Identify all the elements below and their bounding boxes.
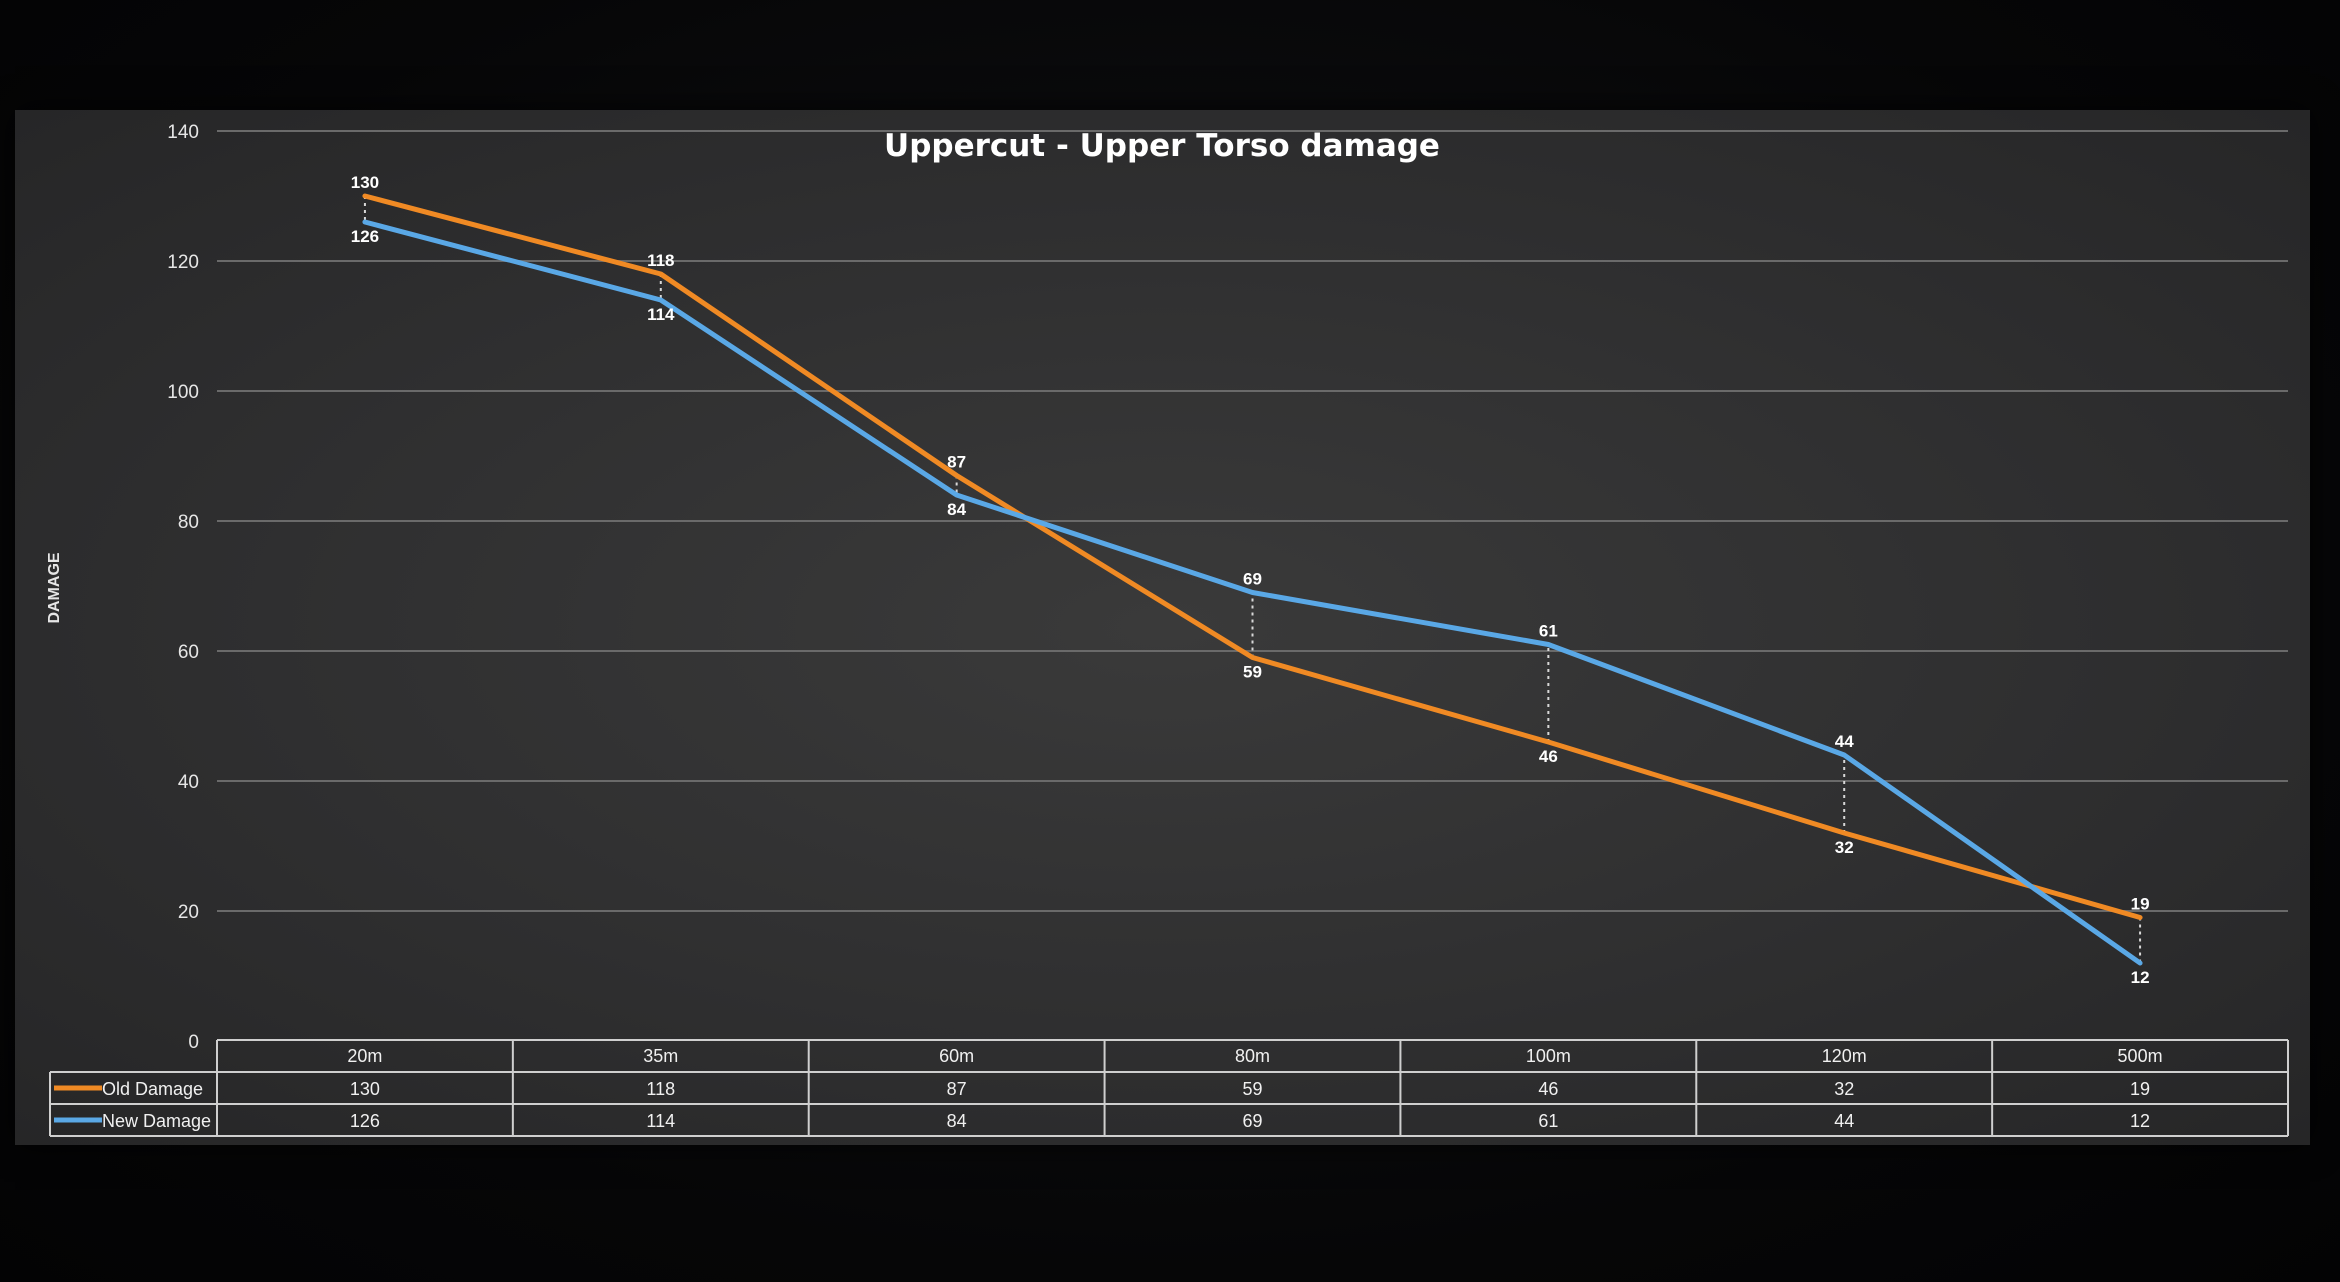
data-label: 19 bbox=[2131, 895, 2150, 914]
data-label: 69 bbox=[1243, 570, 1262, 589]
data-label: 84 bbox=[947, 500, 966, 519]
chart-panel bbox=[15, 110, 2310, 1145]
data-table: 20m 35m 60m 80m 100m 120m 500m Old Damage 130 118… bbox=[49, 1039, 2289, 1137]
x-category-label: 80m bbox=[1235, 1046, 1270, 1066]
series-lines bbox=[362, 193, 2143, 966]
data-label: 44 bbox=[1835, 732, 1854, 751]
data-label: 61 bbox=[1539, 622, 1558, 641]
drop-lines bbox=[363, 196, 2142, 963]
table-cell: 126 bbox=[350, 1111, 380, 1131]
table-cell: 19 bbox=[2130, 1079, 2150, 1099]
y-tick-label: 120 bbox=[167, 252, 199, 273]
grid-lines bbox=[217, 130, 2288, 912]
x-category-label: 35m bbox=[643, 1046, 678, 1066]
table-cell: 84 bbox=[947, 1111, 967, 1131]
data-labels: 130 118 87 59 46 32 19 126 114 84 69 61 44 12 bbox=[351, 173, 2150, 987]
data-label: 126 bbox=[351, 227, 379, 246]
data-label: 87 bbox=[947, 453, 966, 472]
table-cell: 61 bbox=[1538, 1111, 1558, 1131]
chart-title: Uppercut - Upper Torso damage bbox=[884, 128, 1440, 164]
table-cell: 130 bbox=[350, 1079, 380, 1099]
y-axis-ticks: 0 20 40 60 80 100 120 140 bbox=[167, 122, 199, 1053]
x-category-label: 100m bbox=[1526, 1046, 1571, 1066]
y-tick-label: 80 bbox=[178, 512, 199, 533]
y-tick-label: 40 bbox=[178, 772, 199, 793]
data-label: 46 bbox=[1539, 747, 1558, 766]
table-cell: 87 bbox=[947, 1079, 967, 1099]
data-label: 59 bbox=[1243, 663, 1262, 682]
table-cell: 114 bbox=[646, 1111, 675, 1131]
table-cell: 46 bbox=[1538, 1079, 1558, 1099]
table-cell: 12 bbox=[2130, 1111, 2150, 1131]
data-label: 118 bbox=[647, 251, 674, 270]
series-line-0 bbox=[362, 193, 2143, 920]
y-axis-title: DAMAGE bbox=[46, 552, 63, 623]
table-cell: 44 bbox=[1834, 1111, 1854, 1131]
legend-label: New Damage bbox=[102, 1111, 211, 1131]
x-category-label: 60m bbox=[939, 1046, 974, 1066]
y-tick-label: 140 bbox=[167, 122, 199, 143]
table-cell: 118 bbox=[646, 1079, 675, 1099]
data-label: 12 bbox=[2131, 968, 2150, 987]
table-cell: 69 bbox=[1242, 1111, 1262, 1131]
x-category-label: 20m bbox=[347, 1046, 382, 1066]
y-tick-label: 20 bbox=[178, 902, 199, 923]
y-tick-label: 0 bbox=[188, 1032, 199, 1053]
y-tick-label: 100 bbox=[167, 382, 199, 403]
table-cell: 32 bbox=[1834, 1079, 1854, 1099]
y-tick-label: 60 bbox=[178, 642, 199, 663]
x-category-label: 500m bbox=[2118, 1046, 2163, 1066]
x-category-label: 120m bbox=[1822, 1046, 1867, 1066]
data-label: 130 bbox=[351, 173, 379, 192]
series-line-1 bbox=[362, 219, 2143, 966]
data-label: 32 bbox=[1835, 838, 1854, 857]
legend-label: Old Damage bbox=[102, 1079, 203, 1099]
table-cell: 59 bbox=[1242, 1079, 1262, 1099]
data-label: 114 bbox=[647, 305, 675, 324]
